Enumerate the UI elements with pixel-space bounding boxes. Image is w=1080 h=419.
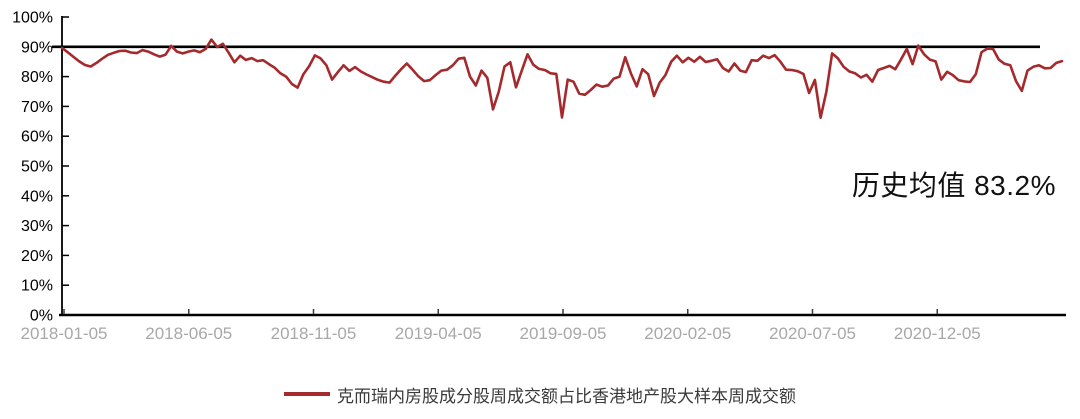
y-tick-label: 100% <box>12 10 53 27</box>
y-tick-label: 80% <box>21 69 53 86</box>
y-tick-label: 0% <box>30 308 53 325</box>
y-tick-label: 40% <box>21 188 53 205</box>
x-tick-label: 2020-12-05 <box>894 324 981 343</box>
historical-mean-annotation: 历史均值 83.2% <box>851 170 1056 201</box>
x-tick-label: 2020-07-05 <box>769 324 856 343</box>
x-tick-label: 2019-09-05 <box>520 324 607 343</box>
y-tick-label: 10% <box>21 278 53 295</box>
x-tick-label: 2018-06-05 <box>145 324 232 343</box>
y-tick-label: 70% <box>21 99 53 116</box>
y-tick-label: 20% <box>21 248 53 265</box>
y-tick-label: 60% <box>21 129 53 146</box>
legend: 克而瑞内房股成分股周成交额占比香港地产股大样本周成交额 <box>0 383 1080 406</box>
legend-series-label: 克而瑞内房股成分股周成交额占比香港地产股大样本周成交额 <box>337 386 796 406</box>
x-tick-label: 2018-11-05 <box>271 324 357 343</box>
x-tick-label: 2018-01-05 <box>21 324 108 343</box>
x-tick-label: 2020-02-05 <box>644 324 731 343</box>
data-line-series <box>60 38 1064 119</box>
legend-line-swatch <box>284 392 330 396</box>
y-tick-label: 30% <box>21 218 53 235</box>
x-tick-label: 2019-04-05 <box>395 324 482 343</box>
y-tick-label: 90% <box>21 39 53 56</box>
y-tick-label: 50% <box>21 159 53 176</box>
